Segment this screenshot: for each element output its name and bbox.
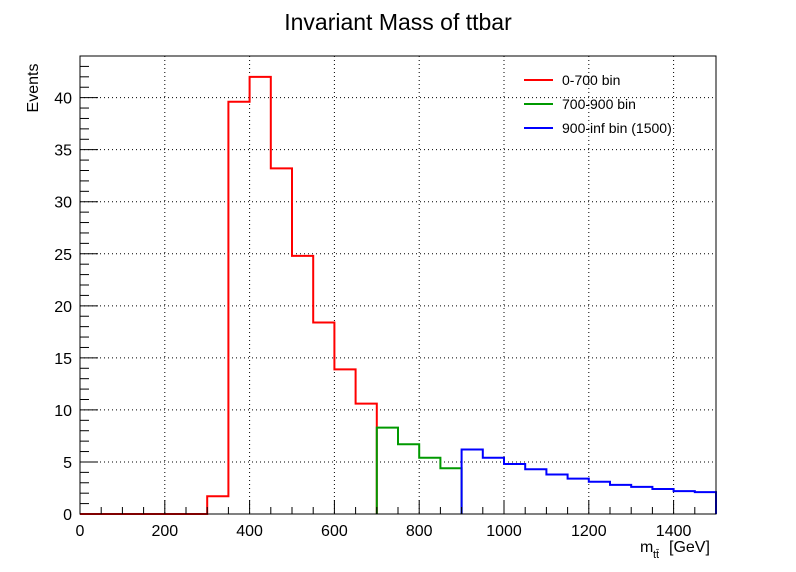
x-tick-label: 400 xyxy=(236,523,263,540)
x-tick-label: 200 xyxy=(151,523,178,540)
y-tick-label: 15 xyxy=(54,351,72,368)
y-tick-label: 10 xyxy=(54,403,72,420)
y-tick-label: 30 xyxy=(54,195,72,212)
legend-label-2: 700-900 bin xyxy=(562,96,636,112)
grid-lines xyxy=(80,56,716,514)
x-tick-label: 1200 xyxy=(571,523,607,540)
legend: 0-700 bin 700-900 bin 900-inf bin (1500) xyxy=(524,72,672,136)
x-tick-label: 1400 xyxy=(656,523,692,540)
axes-layer: 0 200 400 600 800 1000 1200 1400 0 5 10 15 20 25 30 35 4… xyxy=(54,55,717,540)
y-tick-label: 20 xyxy=(54,299,72,316)
x-axis-label-main: m xyxy=(640,539,653,556)
series-2-histogram xyxy=(375,426,463,514)
y-tick-label: 25 xyxy=(54,247,72,264)
x-tick-label: 1000 xyxy=(486,523,522,540)
legend-label-1: 0-700 bin xyxy=(562,72,620,88)
x-axis-label-unit: [GeV] xyxy=(669,539,710,556)
x-tick-label: 0 xyxy=(76,523,85,540)
x-tick-label: 600 xyxy=(321,523,348,540)
x-axis-label-subscript: tt̄ xyxy=(653,549,659,561)
series-3-histogram xyxy=(460,448,717,514)
y-tick-label: 5 xyxy=(63,455,72,472)
x-axis-label: m tt̄ [GeV] xyxy=(640,539,710,561)
y-axis-label: Events xyxy=(25,64,42,113)
chart-title: Invariant Mass of ttbar xyxy=(284,9,512,35)
legend-label-3: 900-inf bin (1500) xyxy=(562,120,672,136)
y-tick-label: 0 xyxy=(63,507,72,524)
y-tick-label: 40 xyxy=(54,91,72,108)
x-tick-label: 800 xyxy=(406,523,433,540)
y-tick-label: 35 xyxy=(54,143,72,160)
